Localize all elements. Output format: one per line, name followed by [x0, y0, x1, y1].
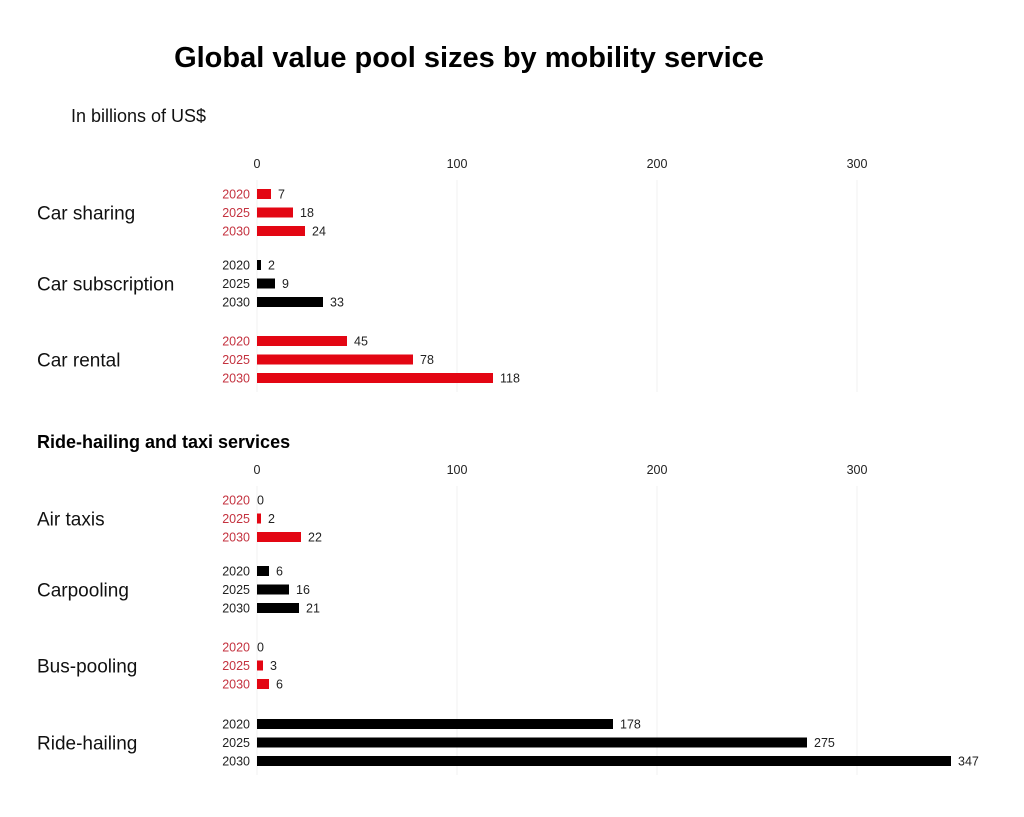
category-label: Carpooling: [37, 581, 129, 602]
category-label: Bus-pooling: [37, 657, 137, 678]
tick-label: 300: [847, 463, 868, 477]
category-label: Car subscription: [37, 275, 174, 296]
year-label: 2025: [222, 206, 250, 220]
value-label: 18: [300, 206, 314, 220]
bar: [257, 603, 299, 613]
value-label: 118: [500, 372, 520, 386]
value-label: 33: [330, 296, 344, 310]
bar: [257, 207, 293, 218]
year-label: 2025: [222, 659, 250, 673]
value-label: 6: [276, 678, 283, 692]
year-label: 2020: [222, 494, 250, 508]
bar: [257, 679, 269, 689]
tick-label: 100: [447, 463, 468, 477]
value-label: 6: [276, 565, 283, 579]
bar: [257, 278, 275, 289]
year-label: 2025: [222, 512, 250, 526]
tick-label: 200: [647, 463, 668, 477]
value-label: 16: [296, 583, 310, 597]
year-label: 2030: [222, 225, 250, 239]
year-label: 2025: [222, 353, 250, 367]
year-label: 2020: [222, 188, 250, 202]
bar: [257, 297, 323, 307]
value-label: 45: [354, 335, 368, 349]
bar: [257, 660, 263, 671]
year-label: 2030: [222, 296, 250, 310]
category-label: Air taxis: [37, 510, 105, 531]
bar: [257, 260, 261, 270]
value-label: 275: [814, 736, 835, 750]
value-label: 347: [958, 755, 979, 769]
bar: [257, 719, 613, 729]
value-label: 0: [257, 641, 264, 655]
year-label: 2020: [222, 565, 250, 579]
bar: [257, 566, 269, 576]
tick-label: 0: [254, 157, 261, 171]
year-label: 2020: [222, 641, 250, 655]
year-label: 2020: [222, 259, 250, 273]
bar: [257, 756, 951, 766]
tick-label: 200: [647, 157, 668, 171]
category-label: Car sharing: [37, 204, 135, 225]
year-label: 2030: [222, 678, 250, 692]
category-label: Car rental: [37, 351, 120, 372]
bar: [257, 336, 347, 346]
bar: [257, 189, 271, 199]
year-label: 2025: [222, 736, 250, 750]
value-label: 78: [420, 353, 434, 367]
year-label: 2025: [222, 277, 250, 291]
section-heading: Ride-hailing and taxi services: [37, 432, 290, 452]
bar: [257, 354, 413, 365]
bar: [257, 513, 261, 524]
value-label: 7: [278, 188, 285, 202]
year-label: 2020: [222, 335, 250, 349]
year-label: 2020: [222, 718, 250, 732]
category-label: Ride-hailing: [37, 734, 137, 755]
value-label: 21: [306, 602, 320, 616]
value-label: 24: [312, 225, 326, 239]
bar: [257, 226, 305, 236]
value-label: 3: [270, 659, 277, 673]
year-label: 2030: [222, 755, 250, 769]
value-label: 22: [308, 531, 322, 545]
bar: [257, 373, 493, 383]
chart-title: Global value pool sizes by mobility serv…: [174, 42, 764, 74]
value-label: 178: [620, 718, 641, 732]
tick-label: 0: [254, 463, 261, 477]
year-label: 2030: [222, 372, 250, 386]
bar: [257, 737, 807, 748]
value-label: 2: [268, 259, 275, 273]
year-label: 2025: [222, 583, 250, 597]
value-label: 2: [268, 512, 275, 526]
value-label: 9: [282, 277, 289, 291]
chart-subtitle: In billions of US$: [71, 106, 206, 126]
value-label: 0: [257, 494, 264, 508]
tick-label: 300: [847, 157, 868, 171]
bar: [257, 532, 301, 542]
year-label: 2030: [222, 531, 250, 545]
year-label: 2030: [222, 602, 250, 616]
bar: [257, 584, 289, 595]
tick-label: 100: [447, 157, 468, 171]
